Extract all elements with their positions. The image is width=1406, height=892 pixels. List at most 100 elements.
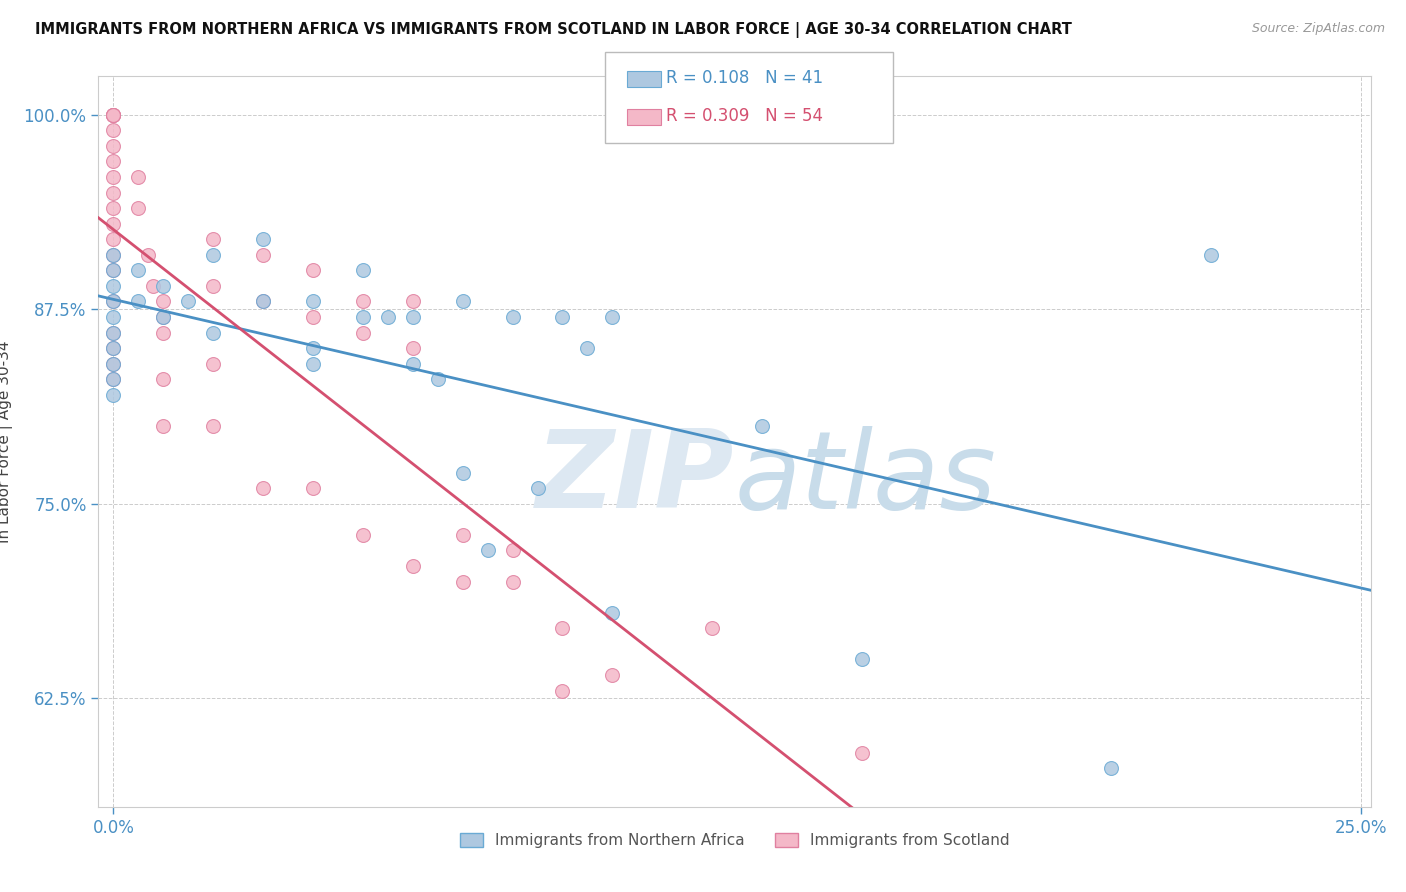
Point (136, 248, 159, 262)
Point (502, 574, 524, 589)
Point (152, 372, 174, 386)
Point (602, 606, 624, 620)
Point (302, 357, 325, 371)
Point (103, 326, 125, 340)
Point (152, 294, 174, 309)
Legend: Immigrants from Northern Africa, Immigrants from Scotland: Immigrants from Northern Africa, Immigra… (454, 827, 1015, 855)
Point (103, 108, 125, 122)
Text: Source: ZipAtlas.com: Source: ZipAtlas.com (1251, 22, 1385, 36)
Point (103, 123, 125, 137)
Point (352, 326, 374, 340)
Point (202, 357, 225, 371)
Point (127, 169, 149, 184)
Point (576, 341, 599, 355)
Point (103, 372, 125, 386)
Point (252, 294, 274, 309)
Point (451, 574, 474, 589)
Point (103, 169, 125, 184)
Point (202, 232, 225, 246)
Point (103, 108, 125, 122)
Text: atlas: atlas (734, 425, 997, 531)
Point (103, 357, 125, 371)
Point (127, 263, 149, 277)
Point (551, 310, 574, 324)
Point (152, 310, 174, 324)
Point (103, 341, 125, 355)
Point (352, 310, 374, 324)
Point (252, 232, 274, 246)
Point (177, 294, 200, 309)
Point (103, 217, 125, 231)
Point (502, 310, 524, 324)
Point (402, 310, 425, 324)
Point (352, 263, 374, 277)
Point (103, 279, 125, 293)
Point (103, 263, 125, 277)
Point (152, 419, 174, 434)
Point (426, 372, 449, 386)
Point (302, 263, 325, 277)
Point (202, 248, 225, 262)
Point (202, 326, 225, 340)
Point (551, 621, 574, 635)
Point (252, 248, 274, 262)
Point (103, 139, 125, 153)
Point (502, 543, 524, 558)
Point (142, 279, 165, 293)
Point (103, 248, 125, 262)
Point (103, 232, 125, 246)
Point (103, 357, 125, 371)
Point (152, 326, 174, 340)
Point (1099, 761, 1122, 775)
Point (103, 248, 125, 262)
Point (103, 372, 125, 386)
Point (103, 341, 125, 355)
Point (103, 310, 125, 324)
Text: R = 0.108   N = 41: R = 0.108 N = 41 (666, 70, 824, 87)
Point (402, 294, 425, 309)
Point (202, 279, 225, 293)
Point (152, 279, 174, 293)
Point (451, 528, 474, 542)
Text: R = 0.309   N = 54: R = 0.309 N = 54 (666, 107, 824, 125)
Point (103, 388, 125, 402)
Point (352, 294, 374, 309)
Text: ZIP: ZIP (536, 425, 734, 531)
Point (402, 357, 425, 371)
Point (602, 668, 624, 682)
Point (751, 419, 773, 434)
Point (302, 481, 325, 495)
Point (526, 481, 548, 495)
Point (103, 108, 125, 122)
Point (302, 294, 325, 309)
Point (103, 108, 125, 122)
Point (451, 294, 474, 309)
Point (252, 294, 274, 309)
Point (451, 466, 474, 480)
Point (127, 201, 149, 215)
Point (103, 154, 125, 169)
Point (127, 294, 149, 309)
Point (1199, 248, 1222, 262)
Point (103, 294, 125, 309)
Point (302, 310, 325, 324)
Point (851, 652, 873, 666)
Point (851, 746, 873, 760)
Point (551, 683, 574, 698)
Point (103, 201, 125, 215)
Point (103, 294, 125, 309)
Text: IMMIGRANTS FROM NORTHERN AFRICA VS IMMIGRANTS FROM SCOTLAND IN LABOR FORCE | AGE: IMMIGRANTS FROM NORTHERN AFRICA VS IMMIG… (35, 22, 1071, 38)
Point (202, 419, 225, 434)
Point (352, 528, 374, 542)
Point (103, 263, 125, 277)
Y-axis label: In Labor Force | Age 30-34: In Labor Force | Age 30-34 (0, 340, 13, 543)
Point (103, 186, 125, 200)
Point (702, 621, 724, 635)
Point (252, 481, 274, 495)
Point (103, 326, 125, 340)
Point (477, 543, 499, 558)
Point (103, 108, 125, 122)
Point (152, 310, 174, 324)
Point (402, 559, 425, 574)
Point (302, 341, 325, 355)
